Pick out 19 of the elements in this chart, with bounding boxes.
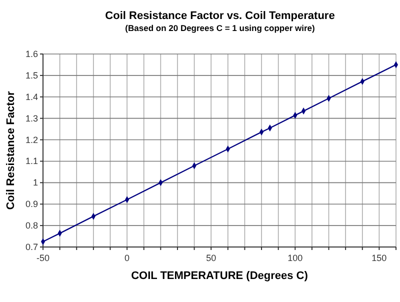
- chart-subtitle: (Based on 20 Degrees C = 1 using copper wire): [125, 23, 315, 33]
- y-axis-title: Coil Resistance Factor: [5, 90, 17, 210]
- y-tick-label: 1.6: [25, 49, 38, 59]
- x-tick-label: 50: [206, 253, 216, 263]
- y-tick-label: 1.5: [25, 70, 38, 80]
- y-tick-label: 1.4: [25, 92, 38, 102]
- x-axis-title: COIL TEMPERATURE (Degrees C): [131, 270, 308, 282]
- y-tick-label: 0.9: [25, 199, 38, 210]
- y-tick-label: 0.8: [25, 220, 38, 231]
- x-tick-label: 0: [124, 253, 130, 263]
- y-tick-label: 1.3: [25, 113, 38, 124]
- y-tick-label: 1: [32, 178, 38, 188]
- y-tick-label: 1.2: [25, 134, 38, 145]
- x-tick-label: 100: [288, 253, 303, 263]
- y-tick-label: 0.7: [25, 242, 38, 252]
- chart-title: Coil Resistance Factor vs. Coil Temperature: [105, 10, 335, 22]
- x-tick-label: -50: [36, 253, 50, 263]
- x-tick-label: 150: [372, 253, 387, 263]
- y-tick-label: 1.1: [25, 156, 38, 166]
